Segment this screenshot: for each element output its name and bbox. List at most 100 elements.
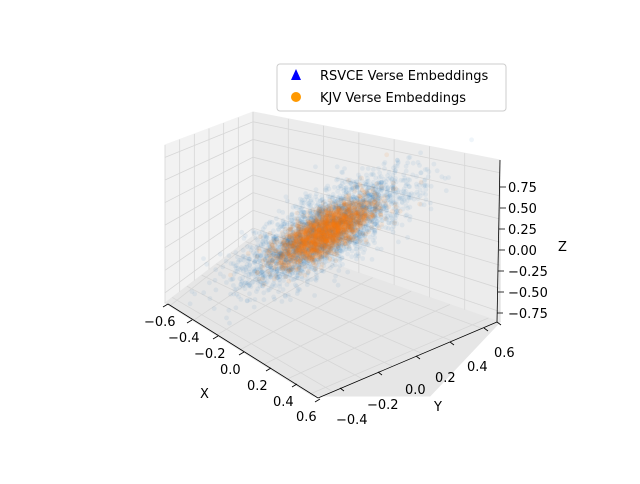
data-point	[239, 230, 244, 235]
data-point	[382, 166, 387, 171]
data-point	[277, 274, 282, 279]
data-point	[407, 178, 412, 183]
data-point	[201, 256, 206, 261]
data-point	[357, 245, 362, 250]
data-point	[246, 251, 251, 256]
data-point	[261, 227, 266, 232]
data-point	[372, 240, 377, 245]
data-point	[391, 181, 396, 186]
data-point	[245, 244, 250, 249]
data-point	[412, 197, 417, 202]
data-point	[245, 298, 250, 303]
data-point	[384, 152, 389, 157]
data-point	[402, 186, 407, 191]
data-point	[285, 199, 290, 204]
data-point	[411, 192, 416, 197]
data-point	[283, 221, 288, 226]
data-point	[241, 248, 246, 253]
data-point	[258, 284, 263, 289]
data-point	[323, 187, 328, 192]
data-point	[432, 162, 437, 167]
data-point	[390, 209, 395, 214]
data-point	[332, 278, 337, 283]
data-point	[208, 296, 213, 301]
data-point	[190, 289, 195, 294]
data-point	[273, 249, 278, 254]
data-point	[340, 170, 345, 175]
data-point	[212, 306, 217, 311]
data-point	[469, 137, 474, 142]
data-point	[324, 253, 329, 258]
data-point	[374, 182, 379, 187]
data-point	[387, 170, 392, 175]
data-point	[358, 239, 363, 244]
data-point	[213, 278, 218, 283]
data-point	[306, 198, 311, 203]
data-point	[404, 203, 409, 208]
data-point	[277, 209, 282, 214]
data-point	[261, 290, 266, 295]
data-point	[276, 289, 281, 294]
data-point	[234, 305, 239, 310]
data-point	[337, 263, 342, 268]
data-point	[386, 177, 391, 182]
data-point	[204, 262, 209, 267]
data-point	[247, 291, 252, 296]
data-point	[309, 277, 314, 282]
data-point	[351, 195, 356, 200]
data-point	[336, 283, 341, 288]
data-point	[405, 160, 410, 165]
data-point	[386, 220, 391, 225]
data-point	[228, 273, 233, 278]
data-point	[201, 290, 206, 295]
data-point	[423, 192, 428, 197]
data-point	[405, 235, 410, 240]
data-point	[241, 269, 246, 274]
data-point	[238, 282, 243, 287]
data-point	[303, 191, 308, 196]
data-point	[227, 253, 232, 258]
data-point	[281, 287, 286, 292]
data-point	[359, 184, 364, 189]
data-point	[417, 163, 422, 168]
data-point	[370, 186, 375, 191]
data-point	[386, 185, 391, 190]
data-point	[188, 301, 193, 306]
data-point	[419, 180, 424, 185]
data-point	[218, 272, 223, 277]
data-point	[435, 168, 440, 173]
data-point	[306, 269, 311, 274]
data-point	[414, 182, 419, 187]
data-point	[301, 204, 306, 209]
data-point	[224, 316, 229, 321]
data-point	[377, 171, 382, 176]
data-point	[349, 254, 354, 259]
data-point	[427, 169, 432, 174]
data-point	[411, 161, 416, 166]
data-point	[284, 194, 289, 199]
data-point	[410, 173, 415, 178]
data-point	[336, 268, 341, 273]
data-point	[275, 222, 280, 227]
data-point	[393, 168, 398, 173]
data-point	[405, 199, 410, 204]
data-point	[240, 254, 245, 259]
data-point	[283, 275, 288, 280]
data-point	[218, 252, 223, 257]
data-point	[313, 164, 318, 169]
data-point	[207, 280, 212, 285]
data-point	[446, 175, 451, 180]
data-point	[362, 247, 367, 252]
data-point	[363, 182, 368, 187]
data-point	[406, 155, 411, 160]
data-point	[418, 150, 423, 155]
data-point	[333, 274, 338, 279]
data-point	[379, 184, 384, 189]
data-point	[392, 220, 397, 225]
data-point	[400, 223, 405, 228]
data-point	[353, 189, 358, 194]
data-point	[402, 193, 407, 198]
data-point	[245, 262, 250, 267]
data-point	[231, 283, 236, 288]
